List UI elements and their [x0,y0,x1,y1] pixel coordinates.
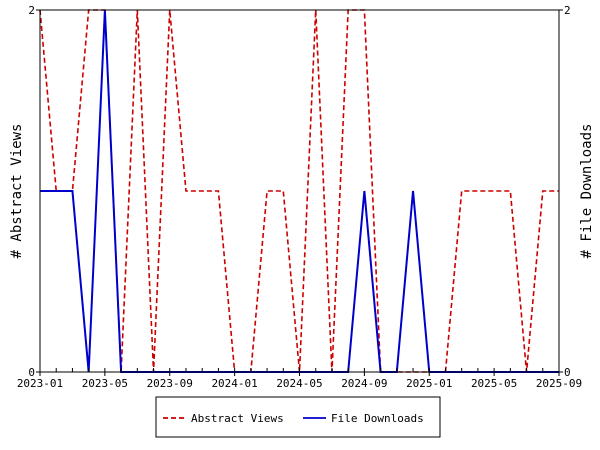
axis-layer: 2023-01 2023-05 2023-09 2024-01 2024-05 2024-… [17,4,582,390]
y-right-tick-label: 2 [564,4,571,17]
x-tick-label: 2024-09 [341,377,387,390]
x-tick-label: 2024-01 [211,377,257,390]
x-tick-label: 2023-05 [82,377,128,390]
legend: Abstract Views File Downloads [155,396,441,438]
legend-box [155,396,441,438]
x-tick-label: 2025-09 [536,377,582,390]
x-tick-label: 2025-05 [471,377,517,390]
x-tick-label: 2023-09 [147,377,193,390]
y-axis-left-title: # Abstract Views [9,124,25,259]
y-left-tick-label: 2 [28,4,35,17]
legend-label-file-downloads: File Downloads [331,412,424,425]
y-axis-right-title: # File Downloads [579,124,595,259]
y-right-tick-label: 0 [564,366,571,379]
x-tick-label: 2023-01 [17,377,63,390]
series-line-abstract-views [39,9,559,373]
y-left-tick-label: 0 [28,366,35,379]
legend-label-abstract-views: Abstract Views [191,412,284,425]
x-tick-label: 2025-01 [406,377,452,390]
x-tick-label: 2024-05 [276,377,322,390]
